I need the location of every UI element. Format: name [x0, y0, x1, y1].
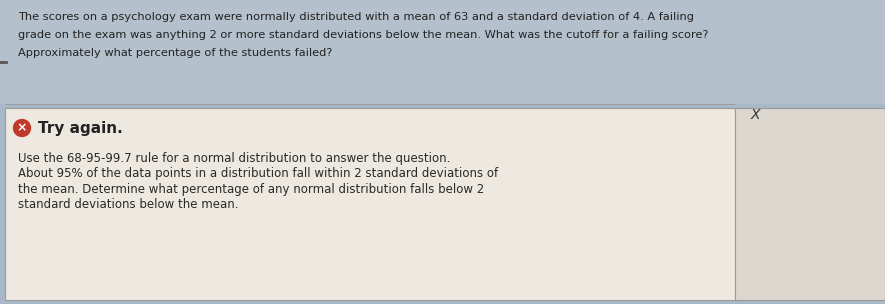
Text: standard deviations below the mean.: standard deviations below the mean. [18, 199, 238, 212]
Text: The scores on a psychology exam were normally distributed with a mean of 63 and : The scores on a psychology exam were nor… [18, 12, 694, 22]
Circle shape [13, 119, 30, 136]
FancyBboxPatch shape [5, 108, 735, 300]
Text: Approximately what percentage of the students failed?: Approximately what percentage of the stu… [18, 48, 333, 58]
Text: ×: × [17, 122, 27, 134]
Text: grade on the exam was anything 2 or more standard deviations below the mean. Wha: grade on the exam was anything 2 or more… [18, 30, 709, 40]
Text: About 95% of the data points in a distribution fall within 2 standard deviations: About 95% of the data points in a distri… [18, 168, 498, 181]
FancyBboxPatch shape [735, 108, 885, 300]
Text: Try again.: Try again. [38, 120, 123, 136]
Text: the mean. Determine what percentage of any normal distribution falls below 2: the mean. Determine what percentage of a… [18, 183, 484, 196]
Text: X: X [750, 108, 759, 122]
Text: Use the 68-95-99.7 rule for a normal distribution to answer the question.: Use the 68-95-99.7 rule for a normal dis… [18, 152, 450, 165]
FancyBboxPatch shape [0, 0, 885, 104]
